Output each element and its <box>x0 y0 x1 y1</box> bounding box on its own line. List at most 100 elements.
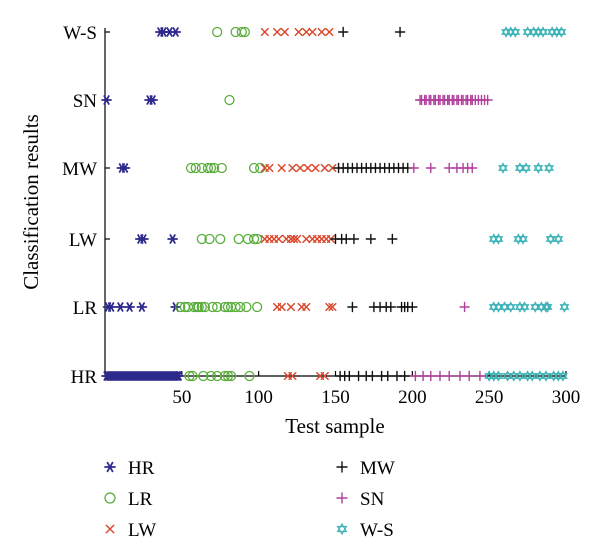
point-w-s <box>510 26 521 38</box>
point-lr <box>233 233 244 245</box>
point-mw <box>365 233 377 245</box>
point-sn <box>444 370 455 382</box>
point-lr <box>205 162 217 174</box>
point-hr <box>170 27 182 37</box>
point-lr <box>175 301 186 313</box>
point-w-s <box>559 301 570 313</box>
point-lw <box>328 163 337 173</box>
point-lw <box>325 302 334 312</box>
legend-marker-lw <box>105 524 115 534</box>
point-w-s <box>542 301 553 313</box>
point-lw <box>302 27 311 37</box>
y-tick-labels: HR LR LW MW SN W-S <box>62 23 97 388</box>
point-hr <box>167 234 179 244</box>
legend-marker-mw <box>336 461 348 473</box>
y-axis-label: Classification results <box>19 114 43 290</box>
point-mw <box>344 370 355 382</box>
y-tick-label: HR <box>71 367 98 388</box>
point-w-s <box>557 370 568 382</box>
point-lr <box>222 370 234 382</box>
point-hr <box>136 302 148 312</box>
legend-marker-w-s <box>336 522 348 536</box>
point-lr <box>248 233 260 245</box>
point-lr <box>244 370 255 382</box>
point-sn <box>482 94 493 106</box>
point-hr <box>138 234 149 244</box>
point-lr <box>239 26 250 38</box>
legend-label-lr: LR <box>128 489 153 510</box>
point-lw <box>320 163 329 173</box>
point-lr <box>193 301 204 313</box>
point-lw <box>311 163 320 173</box>
x-axis-label: Test sample <box>285 414 384 438</box>
point-mw <box>382 370 393 382</box>
point-mw <box>367 370 378 382</box>
x-tick-label: 50 <box>172 387 191 408</box>
point-mw <box>399 370 410 382</box>
data-points <box>101 26 570 382</box>
point-w-s <box>527 370 538 382</box>
point-lw <box>274 234 283 244</box>
point-sn <box>474 370 486 382</box>
point-lw <box>286 234 296 244</box>
point-w-s <box>545 233 556 245</box>
point-hr <box>105 302 117 312</box>
legend-label-sn: SN <box>360 489 385 510</box>
point-lw <box>286 302 296 312</box>
point-lr <box>241 301 252 313</box>
legend-label-lw: LW <box>128 520 156 541</box>
point-lr <box>208 162 220 174</box>
point-lr <box>251 233 263 245</box>
point-w-s <box>502 370 513 382</box>
point-w-s <box>505 301 516 313</box>
point-w-s <box>501 26 512 38</box>
point-w-s <box>553 233 564 245</box>
point-lr <box>198 370 209 382</box>
point-mw <box>337 26 349 38</box>
point-lw <box>273 27 282 37</box>
point-w-s <box>493 370 504 382</box>
point-hr <box>124 302 135 312</box>
point-lw <box>280 27 289 37</box>
x-tick-label: 200 <box>398 387 427 408</box>
point-lw <box>277 163 286 173</box>
point-lr <box>207 301 218 313</box>
y-tick-label: W-S <box>63 23 97 44</box>
point-w-s <box>533 26 544 38</box>
point-w-s <box>513 233 524 245</box>
point-lr <box>212 301 223 313</box>
y-tick-label: MW <box>62 159 97 180</box>
point-lr <box>190 162 201 174</box>
point-lw <box>328 302 337 312</box>
point-w-s <box>498 162 508 174</box>
point-mw <box>385 301 397 313</box>
point-w-s <box>547 26 558 38</box>
point-lr <box>185 162 197 174</box>
point-w-s <box>514 370 525 382</box>
point-w-s <box>551 26 562 38</box>
point-lr <box>248 162 260 174</box>
point-sn <box>463 370 475 382</box>
point-lr <box>236 26 247 38</box>
point-lw <box>260 27 269 37</box>
point-mw <box>394 26 406 38</box>
point-w-s <box>522 26 533 38</box>
point-sn <box>408 162 420 174</box>
point-lr <box>219 370 231 382</box>
point-lr <box>205 370 217 382</box>
legend-label-mw: MW <box>360 458 395 479</box>
point-lr <box>235 301 246 313</box>
point-lw <box>302 302 311 312</box>
point-w-s <box>499 301 510 313</box>
point-sn <box>434 370 446 382</box>
point-w-s <box>488 301 499 313</box>
point-lw <box>277 302 286 312</box>
point-w-s <box>488 233 499 245</box>
point-mw <box>387 233 398 245</box>
x-tick-label: 250 <box>475 387 504 408</box>
point-lw <box>317 27 326 37</box>
point-w-s <box>514 301 525 313</box>
point-lr <box>219 301 231 313</box>
point-lr <box>215 233 226 245</box>
